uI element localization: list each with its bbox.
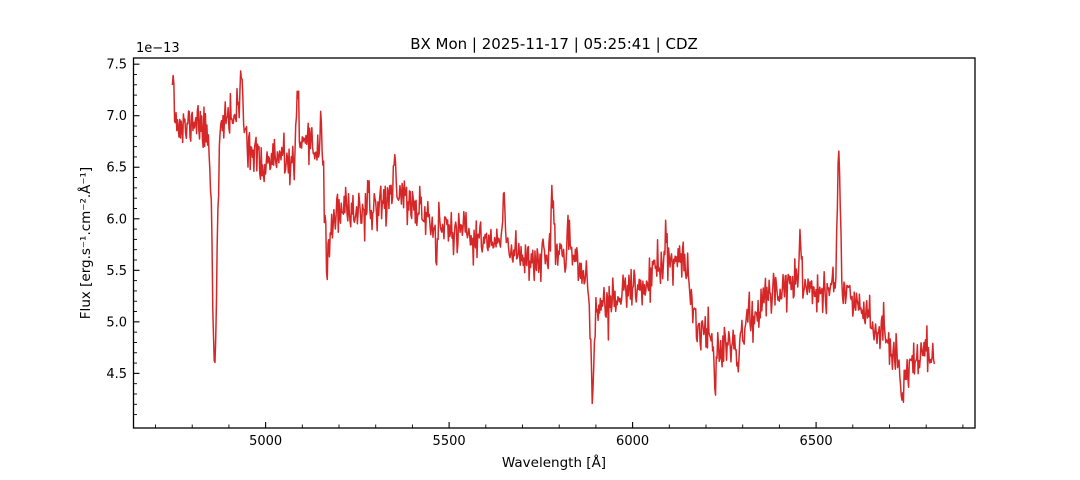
- axes-frame: [132, 57, 976, 429]
- y-tick-label: 7.5: [106, 58, 127, 73]
- x-tick-label: 6500: [800, 434, 833, 449]
- x-tick-label: 5000: [249, 434, 282, 449]
- y-tick-label: 5.5: [106, 264, 127, 279]
- y-tick-label: 4.5: [106, 367, 127, 382]
- y-axis-offset-text: 1e−13: [136, 41, 180, 56]
- plot-title: BX Mon | 2025-11-17 | 05:25:41 | CDZ: [410, 35, 698, 53]
- axis-tick-labels: 5000 5500 6000 6500 4.5 5.0 5.5 6.0 6.5 7.0 7.5: [106, 58, 832, 449]
- spectrum-line: [171, 70, 936, 405]
- y-tick-label: 5.0: [106, 315, 127, 330]
- y-tick-label: 6.5: [106, 161, 127, 176]
- x-axis-label: Wavelength [Å]: [502, 454, 606, 471]
- y-tick-label: 7.0: [106, 109, 127, 124]
- y-axis-label: Flux [erg.s⁻¹.cm⁻².Å⁻¹]: [77, 167, 94, 319]
- y-tick-label: 6.0: [106, 212, 127, 227]
- x-tick-label: 6000: [616, 434, 649, 449]
- x-tick-label: 5500: [433, 434, 466, 449]
